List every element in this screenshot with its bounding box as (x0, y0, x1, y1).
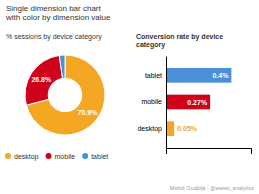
legend-label: mobile (55, 153, 76, 160)
data-label: 26.8% (31, 76, 52, 83)
x-axis (167, 149, 252, 155)
legend-swatch (46, 153, 52, 159)
pie-slice (25, 55, 63, 105)
y-axis-domain (166, 57, 167, 149)
y-tick-label: desktop (137, 125, 162, 133)
dashboard: Single dimension bar chartwith color by … (0, 0, 259, 194)
data-label: 0.4% (212, 72, 229, 79)
y-tick: tablet (145, 72, 166, 79)
y-tick: desktop (137, 125, 166, 133)
pie-slice (59, 55, 65, 78)
y-tick-label: mobile (141, 98, 162, 105)
y-tick: mobile (141, 98, 166, 105)
bars (166, 68, 231, 136)
legend-swatch (82, 153, 88, 159)
annotation: Mehdi Oudjida - @ewssi_analytics (170, 185, 254, 191)
data-label: 0.27% (187, 99, 208, 106)
legend-label: tablet (91, 153, 108, 160)
y-tick-label: tablet (145, 72, 162, 79)
legend: desktop mobile tablet (5, 153, 108, 161)
bar (166, 121, 174, 136)
bar-title: Conversion rate by devicecategory (136, 33, 223, 49)
pie-title: % sessions by device category (6, 33, 102, 41)
page-title: Single dimension bar chartwith color by … (5, 4, 111, 22)
data-label: 70.9% (78, 109, 99, 116)
bar (166, 68, 231, 83)
data-label: 0.05% (177, 125, 198, 132)
pie: 70.9% 26.8% (25, 55, 105, 135)
legend-swatch (5, 153, 11, 159)
bar (166, 95, 210, 110)
y-axis: tablet mobile desktop (137, 57, 166, 149)
legend-label: desktop (14, 153, 39, 161)
x-axis-domain (167, 149, 252, 155)
